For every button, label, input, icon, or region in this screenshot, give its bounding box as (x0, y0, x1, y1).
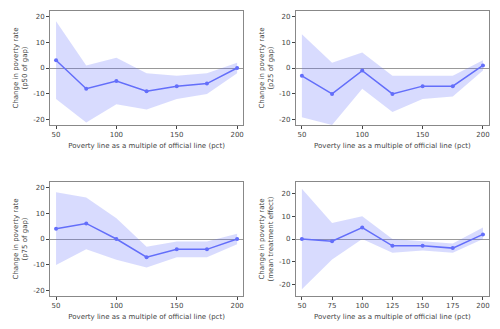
svg-text:10: 10 (36, 39, 45, 47)
svg-text:75: 75 (328, 302, 337, 310)
svg-text:-10: -10 (279, 90, 290, 98)
svg-text:-20: -20 (279, 116, 290, 124)
svg-text:10: 10 (36, 210, 45, 218)
svg-text:100: 100 (110, 302, 123, 310)
svg-text:-20: -20 (33, 116, 44, 124)
svg-text:Change in poverty rate(p25 of: Change in poverty rate(p25 of gap) (258, 27, 275, 108)
svg-text:100: 100 (356, 302, 369, 310)
svg-text:200: 200 (230, 131, 243, 139)
svg-text:0: 0 (40, 235, 44, 243)
svg-text:-10: -10 (33, 90, 44, 98)
svg-text:100: 100 (110, 131, 123, 139)
svg-text:Change in poverty rate(mean tr: Change in poverty rate(mean treatment ef… (258, 196, 275, 281)
svg-text:10: 10 (282, 39, 291, 47)
svg-text:-10: -10 (279, 258, 290, 266)
svg-text:-20: -20 (279, 281, 290, 289)
svg-text:-20: -20 (33, 287, 44, 295)
svg-text:50: 50 (52, 302, 61, 310)
svg-text:50: 50 (297, 131, 306, 139)
svg-text:150: 150 (170, 302, 183, 310)
svg-text:10: 10 (282, 213, 291, 221)
svg-text:50: 50 (297, 302, 306, 310)
svg-text:-10: -10 (33, 261, 44, 269)
svg-text:Poverty line as a multiple of: Poverty line as a multiple of official l… (314, 313, 471, 321)
svg-text:20: 20 (36, 184, 45, 192)
svg-text:Poverty line as a multiple of: Poverty line as a multiple of official l… (68, 313, 225, 321)
svg-text:Poverty line as a multiple of: Poverty line as a multiple of official l… (68, 142, 225, 150)
svg-text:20: 20 (282, 190, 291, 198)
svg-text:200: 200 (476, 302, 489, 310)
svg-text:20: 20 (282, 13, 291, 21)
svg-text:200: 200 (230, 302, 243, 310)
svg-text:Change in poverty rate(p75 of: Change in poverty rate(p75 of gap) (12, 198, 29, 279)
svg-text:Poverty line as a multiple of: Poverty line as a multiple of official l… (314, 142, 471, 150)
svg-text:0: 0 (286, 235, 290, 243)
svg-text:Change in poverty rate(p50 of: Change in poverty rate(p50 of gap) (12, 27, 29, 108)
svg-text:125: 125 (386, 302, 399, 310)
svg-text:0: 0 (40, 64, 44, 72)
svg-text:20: 20 (36, 13, 45, 21)
svg-text:150: 150 (170, 131, 183, 139)
svg-text:0: 0 (286, 64, 290, 72)
svg-text:200: 200 (476, 131, 489, 139)
svg-text:150: 150 (416, 302, 429, 310)
svg-text:100: 100 (356, 131, 369, 139)
svg-text:175: 175 (446, 302, 459, 310)
svg-text:150: 150 (416, 131, 429, 139)
svg-text:50: 50 (52, 131, 61, 139)
